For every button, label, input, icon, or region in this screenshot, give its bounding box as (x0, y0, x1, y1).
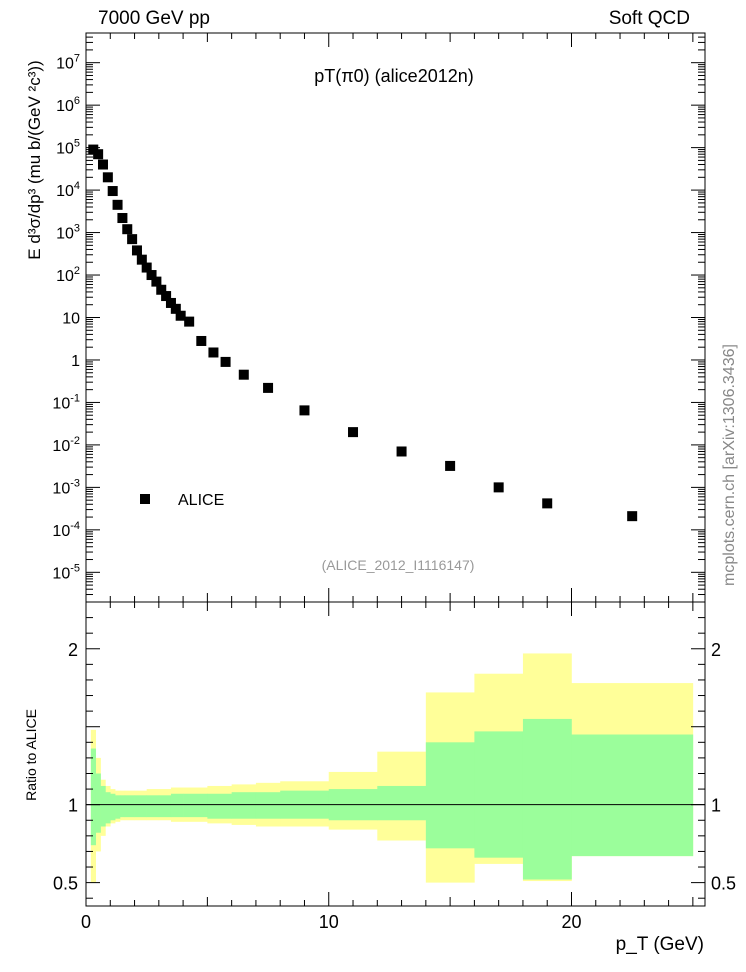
ratio-inner-band (425, 742, 475, 849)
main-y-tick-label: 10-1 (52, 392, 80, 412)
data-point (151, 276, 162, 287)
data-point (542, 498, 553, 509)
ratio-inner-band (146, 795, 160, 818)
data-point (127, 234, 138, 245)
main-y-tick-label: 10-5 (52, 562, 80, 582)
main-y-tick-label: 106 (56, 95, 80, 115)
x-tick-label: 10 (319, 912, 339, 932)
data-point (97, 159, 108, 170)
main-y-tick-label: 102 (56, 265, 80, 285)
data-point (93, 149, 104, 160)
data-point (196, 335, 207, 346)
data-point (161, 291, 172, 302)
ratio-inner-band (522, 718, 572, 880)
ratio-y-axis-title: Ratio to ALICE (23, 709, 39, 801)
main-y-axis-title: E d³σ/dp³ (mu b/(GeV ²c³)) (25, 60, 44, 259)
ratio-inner-band (95, 773, 101, 833)
ratio-inner-band (158, 795, 172, 818)
ratio-inner-band (377, 785, 427, 821)
axis-ticks (85, 32, 705, 906)
data-point (493, 482, 504, 493)
main-y-tick-label: 103 (56, 223, 80, 243)
data-point (208, 347, 219, 358)
ratio-inner-band (231, 792, 257, 819)
main-y-tick-label: 107 (56, 53, 80, 73)
data-point (165, 297, 176, 308)
ratio-y-tick-label: 2 (68, 640, 78, 660)
ratio-panel-frame (85, 601, 706, 907)
header-left: 7000 GeV pp (98, 8, 210, 29)
ratio-inner-band (207, 793, 232, 819)
data-point (627, 511, 638, 522)
ratio-y-tick-label-right: 0.5 (711, 874, 736, 894)
data-point (102, 172, 113, 183)
main-title: pT(π0) (alice2012n) (314, 66, 474, 86)
main-y-tick-label: 10 (62, 311, 80, 328)
side-label: mcplots.cern.ch [arXiv:1306.3436] (721, 344, 738, 586)
ratio-y-tick-label-right: 1 (711, 796, 721, 816)
data-point (136, 254, 147, 265)
data-point (184, 316, 195, 327)
data-point (112, 199, 123, 210)
main-data-points (88, 144, 638, 522)
data-point (107, 186, 118, 197)
analysis-tag: (ALICE_2012_I1116147) (322, 557, 475, 573)
main-y-tick-label: 1 (71, 353, 80, 370)
x-axis-title: p_T (GeV) (616, 934, 704, 955)
ratio-inner-band (183, 793, 208, 818)
ratio-y-tick-label: 0.5 (53, 874, 78, 894)
ratio-inner-band (100, 785, 106, 827)
data-point (238, 369, 249, 380)
ratio-y-tick-label-right: 2 (711, 640, 721, 660)
main-y-tick-label: 105 (56, 138, 80, 158)
ratio-inner-band (105, 792, 111, 824)
data-point (131, 245, 142, 256)
header-right: Soft QCD (608, 8, 690, 29)
ratio-inner-band (170, 793, 184, 818)
data-point (445, 460, 456, 471)
x-tick-label: 0 (81, 912, 91, 932)
ratio-inner-band (571, 734, 694, 857)
data-point (299, 405, 310, 416)
main-y-tick-label: 10-4 (52, 520, 80, 540)
data-point (141, 262, 152, 273)
data-point (175, 310, 186, 321)
data-point (220, 356, 231, 367)
ratio-inner-band (119, 795, 126, 818)
data-point (396, 446, 407, 457)
ratio-y-tick-label: 1 (68, 796, 78, 816)
ratio-inner-band (124, 795, 135, 818)
data-point (122, 224, 133, 235)
legend-marker (140, 494, 150, 504)
main-y-tick-label: 104 (56, 180, 80, 200)
ratio-inner-band (115, 795, 121, 819)
main-y-tick-label: 10-3 (52, 477, 80, 497)
data-point (170, 303, 181, 314)
x-tick-label: 20 (561, 912, 581, 932)
data-point (146, 270, 157, 281)
ratio-inner-band (255, 792, 281, 819)
legend: ALICE (140, 492, 224, 509)
data-point (156, 284, 167, 295)
ratio-bands (90, 653, 694, 883)
data-point (117, 213, 128, 224)
main-y-tick-label: 10-2 (52, 435, 80, 455)
data-point (348, 427, 359, 438)
data-point (263, 382, 274, 393)
ratio-inner-band (90, 748, 97, 846)
ratio-inner-band (474, 731, 524, 858)
ratio-inner-band (134, 795, 147, 818)
legend-label: ALICE (178, 492, 224, 509)
ratio-inner-band (110, 793, 116, 821)
